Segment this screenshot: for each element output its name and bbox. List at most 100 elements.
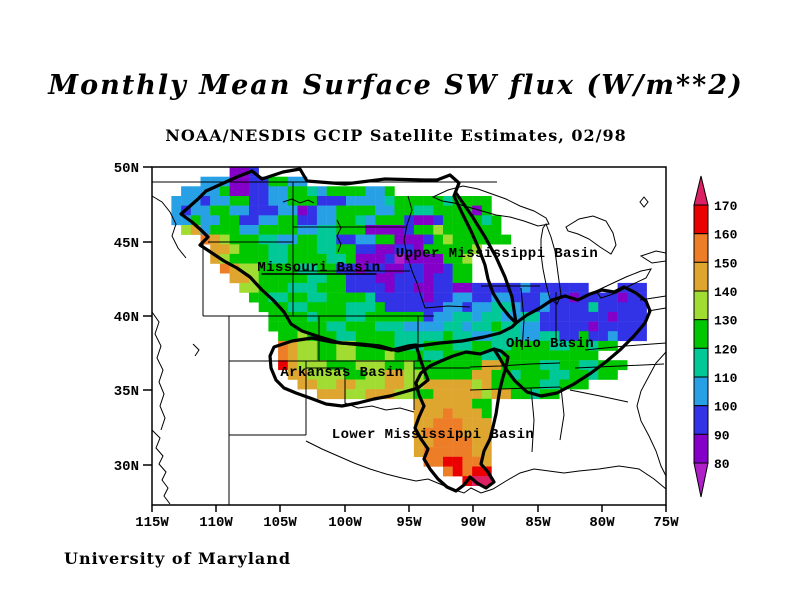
heatmap-cell: [578, 369, 589, 380]
heatmap-cell: [481, 282, 492, 293]
heatmap-cell: [423, 215, 434, 226]
heatmap-cell: [540, 369, 550, 380]
heatmap-cell: [413, 234, 424, 245]
heatmap-cell: [520, 302, 531, 313]
heatmap-cell: [365, 253, 376, 264]
heatmap-cell: [297, 379, 308, 390]
heatmap-cell: [239, 167, 250, 177]
heatmap-cell: [394, 369, 405, 380]
heatmap-cell: [433, 311, 444, 322]
heatmap-cell: [384, 340, 395, 351]
heatmap-cell: [210, 186, 221, 197]
heatmap-cell: [607, 360, 618, 371]
heatmap-cell: [297, 196, 308, 206]
heatmap-cell: [578, 350, 589, 361]
heatmap-cell: [355, 186, 366, 197]
heatmap-cell: [229, 186, 240, 197]
heatmap-cell: [433, 321, 444, 332]
heatmap-cell: [510, 292, 521, 303]
heatmap-cell: [375, 282, 385, 293]
colorbar-tick-label: 170: [714, 199, 738, 214]
heatmap-cell: [268, 321, 279, 332]
heatmap-cell: [258, 234, 269, 245]
heatmap-cell: [278, 244, 288, 255]
colorbar-segment: [693, 319, 709, 349]
heatmap-cell: [413, 418, 424, 429]
heatmap-cell: [355, 244, 366, 255]
heatmap-cell: [559, 379, 570, 390]
heatmap-cell: [278, 225, 288, 235]
heatmap-cell: [239, 273, 250, 284]
heatmap-cell: [443, 321, 453, 332]
heatmap-cell: [559, 311, 570, 322]
colorbar-tick-label: 100: [714, 400, 738, 415]
heatmap-cell: [365, 196, 376, 206]
heatmap-cell: [326, 225, 337, 235]
heatmap-cell: [394, 302, 405, 313]
heatmap-cell: [462, 331, 473, 342]
heatmap-cell: [326, 273, 337, 284]
heatmap-cell: [355, 389, 366, 400]
heatmap-cell: [384, 225, 395, 235]
heatmap-cell: [491, 331, 502, 342]
heatmap-cell: [559, 331, 570, 342]
heatmap-cell: [229, 225, 240, 235]
heatmap-cell: [578, 321, 589, 332]
heatmap-cell: [462, 427, 473, 438]
heatmap-cell: [404, 215, 415, 226]
heatmap-cell: [413, 225, 424, 235]
basin-boundary-missouri-west-south: [179, 189, 518, 353]
colorbar-tick-label: 120: [714, 342, 738, 357]
heatmap-cell: [229, 205, 240, 216]
heatmap-cell: [452, 321, 463, 332]
heatmap-cell: [384, 389, 395, 400]
heatmap-cell: [336, 340, 347, 351]
x-tick-label: 110W: [199, 515, 233, 531]
heatmap-cell: [443, 292, 453, 303]
x-tick-label: 95W: [396, 515, 422, 531]
heatmap-cell: [346, 389, 356, 400]
heatmap-cell: [452, 205, 463, 216]
heatmap-cell: [258, 263, 269, 274]
heatmap-cell: [365, 263, 376, 274]
heatmap-cell: [588, 340, 599, 351]
heatmap-cell: [578, 311, 589, 322]
heatmap-cell: [384, 331, 395, 342]
heatmap-cell: [375, 311, 385, 322]
heatmap-cell: [394, 253, 405, 264]
heatmap-cell: [375, 205, 385, 216]
heatmap-cell: [452, 292, 463, 303]
heatmap-cell: [578, 340, 589, 351]
heatmap-cell: [316, 196, 327, 206]
colorbar-segment: [693, 405, 709, 435]
heatmap-cell: [462, 263, 473, 274]
colorbar-arrow-below: [693, 462, 709, 498]
heatmap-cell: [452, 234, 463, 245]
heatmap-cell: [423, 302, 434, 313]
heatmap-cell: [472, 215, 482, 226]
heatmap-cell: [588, 331, 599, 342]
heatmap-cell: [355, 282, 366, 293]
heatmap-cell: [530, 292, 541, 303]
heatmap-cell: [375, 321, 385, 332]
heatmap-cell: [481, 398, 492, 409]
heatmap-cell: [258, 186, 269, 197]
heatmap-cell: [336, 244, 347, 255]
heatmap-cell: [297, 282, 308, 293]
heatmap-cell: [472, 321, 482, 332]
heatmap-cell: [219, 215, 230, 226]
heatmap-cell: [549, 331, 560, 342]
heatmap-cell: [491, 234, 502, 245]
heatmap-cell: [404, 263, 415, 274]
heatmap-cell: [346, 234, 356, 245]
heatmap-cell: [346, 369, 356, 380]
heatmap-cell: [384, 234, 395, 245]
heatmap-cell: [297, 186, 308, 197]
heatmap-cell: [452, 340, 463, 351]
heatmap-cell: [540, 292, 550, 303]
heatmap-cell: [404, 350, 415, 361]
heatmap-cell: [501, 311, 512, 322]
heatmap-cell: [229, 253, 240, 264]
heatmap-cell: [491, 360, 502, 371]
